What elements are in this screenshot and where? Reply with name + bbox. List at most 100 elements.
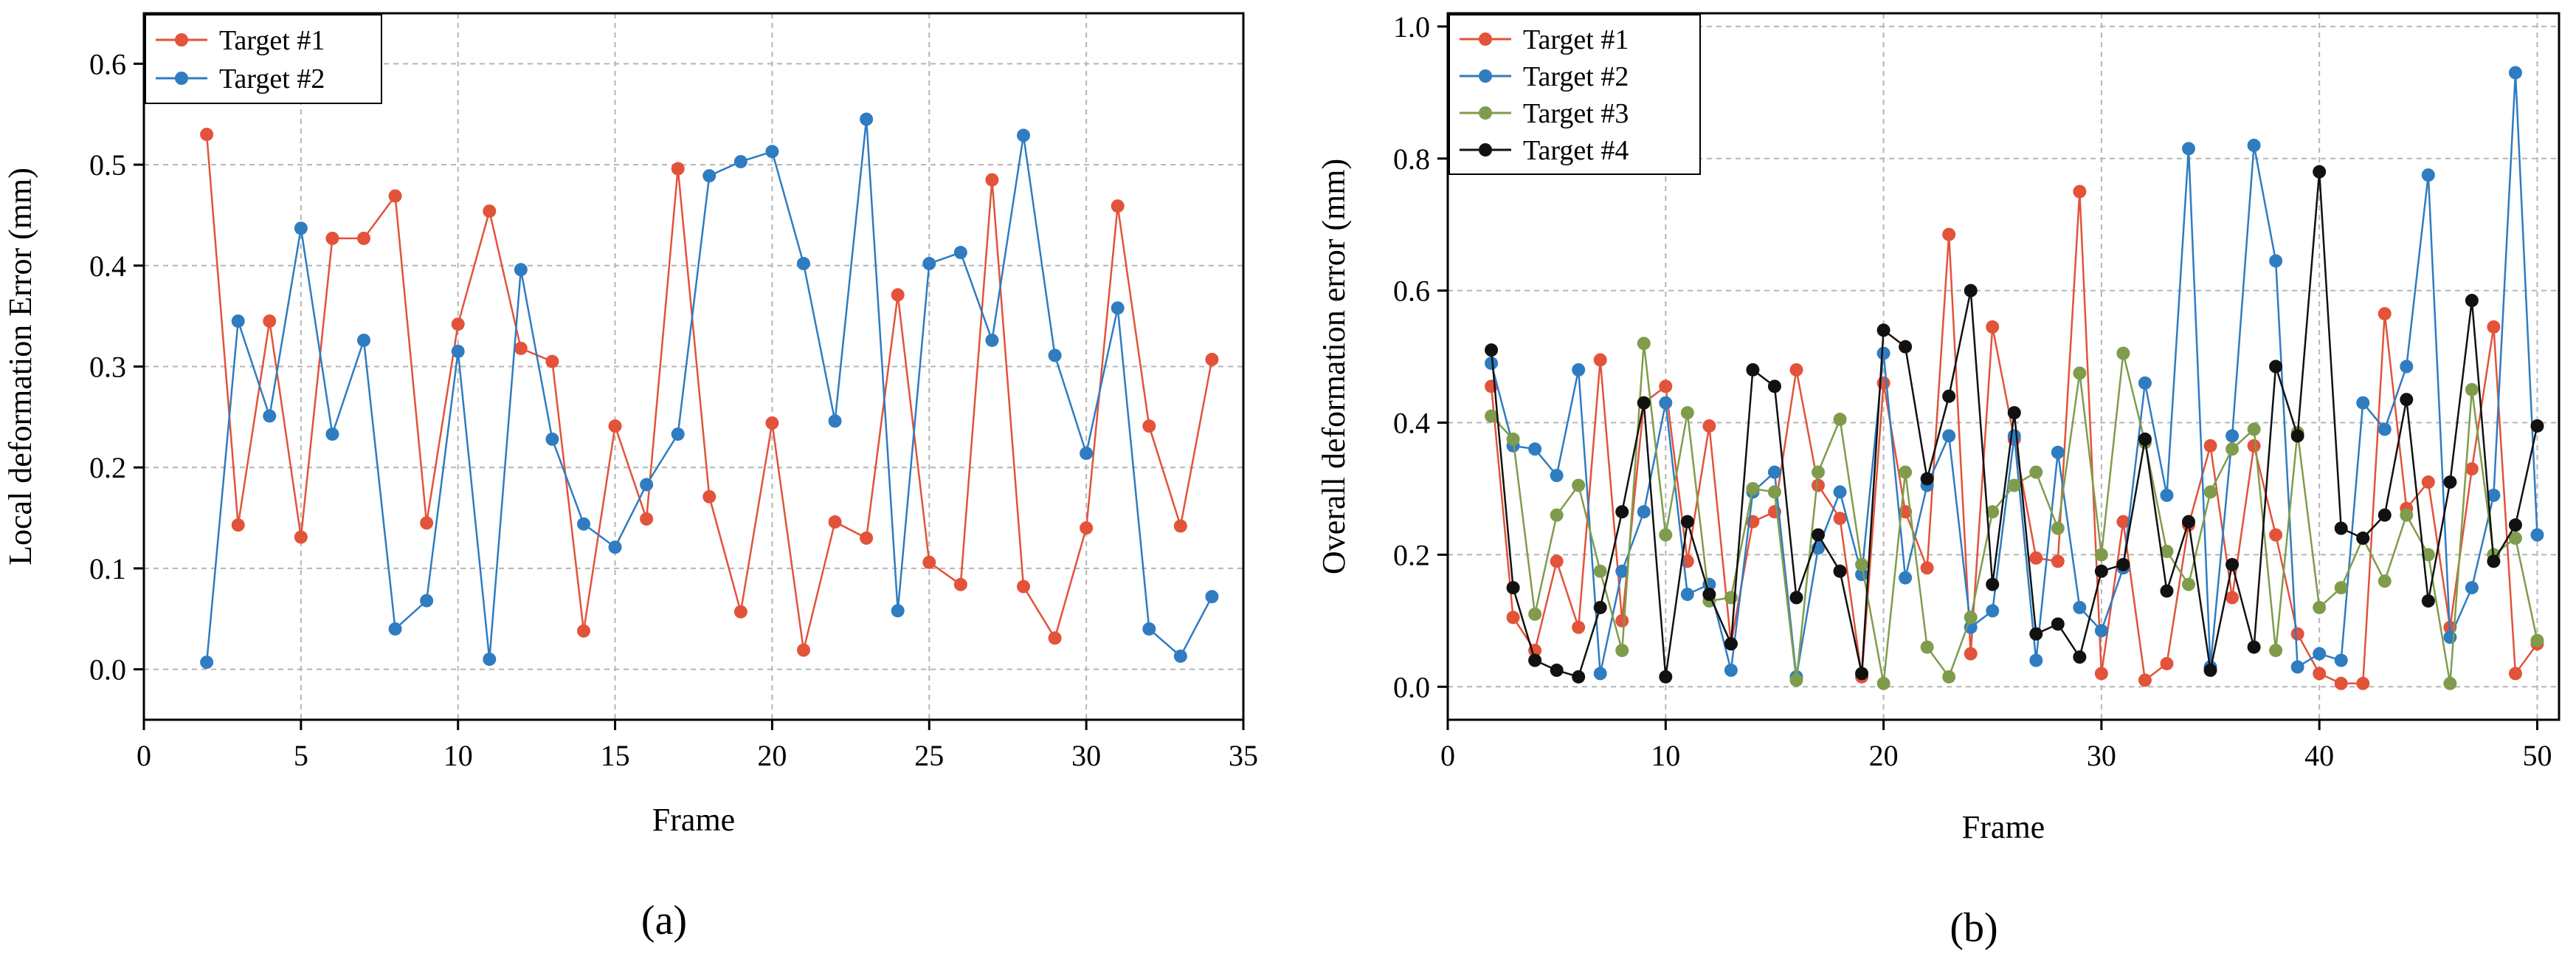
data-point-series-4 bbox=[2421, 594, 2435, 608]
data-point-series-4 bbox=[1855, 667, 1869, 681]
data-point-series-2 bbox=[922, 257, 936, 271]
data-point-series-1 bbox=[357, 231, 370, 245]
data-point-series-2 bbox=[577, 517, 590, 531]
data-point-series-4 bbox=[2356, 532, 2370, 546]
data-point-series-2 bbox=[1048, 348, 1062, 362]
data-point-series-2 bbox=[702, 169, 716, 183]
data-point-series-3 bbox=[1593, 564, 1607, 578]
data-point-series-3 bbox=[2400, 508, 2414, 522]
data-point-series-3 bbox=[1528, 607, 1542, 621]
data-point-series-1 bbox=[2356, 676, 2370, 690]
data-point-series-3 bbox=[1812, 465, 1825, 479]
data-point-series-1 bbox=[200, 128, 214, 142]
data-point-series-2 bbox=[1205, 590, 1219, 604]
data-point-series-3 bbox=[1855, 557, 1869, 571]
data-point-series-4 bbox=[1789, 591, 1803, 605]
data-point-series-2 bbox=[2290, 660, 2304, 674]
data-point-series-3 bbox=[1746, 481, 1760, 495]
chart-panel-a: 0 5 10 15 20 25 30 35 0.0 0.1 0.2 0.3 0.4 0.5 0.6 Frame… bbox=[2, 12, 1258, 943]
data-point-series-2 bbox=[1017, 128, 1030, 142]
data-point-series-2 bbox=[1833, 485, 1847, 499]
data-point-series-4 bbox=[2203, 663, 2217, 677]
data-point-series-2 bbox=[765, 145, 779, 159]
data-point-series-3 bbox=[1637, 337, 1651, 351]
data-point-series-3 bbox=[2051, 521, 2065, 535]
data-point-series-3 bbox=[2029, 465, 2043, 479]
data-point-series-3 bbox=[1767, 485, 1781, 499]
data-point-series-1 bbox=[1080, 521, 1094, 535]
data-point-series-1 bbox=[2073, 185, 2087, 199]
data-point-series-3 bbox=[1876, 676, 1890, 690]
data-point-series-2 bbox=[2508, 66, 2522, 80]
data-point-series-1 bbox=[953, 577, 967, 591]
data-point-series-4 bbox=[1506, 581, 1520, 595]
data-point-series-2 bbox=[451, 344, 465, 358]
y-tick-label: 0.4 bbox=[1393, 407, 1430, 440]
data-point-series-2 bbox=[1724, 663, 1738, 677]
data-point-series-4 bbox=[1615, 505, 1629, 519]
data-point-series-1 bbox=[388, 189, 402, 203]
data-point-series-3 bbox=[1485, 409, 1499, 423]
data-point-series-2 bbox=[420, 594, 434, 608]
data-point-series-1 bbox=[891, 288, 905, 302]
data-point-series-1 bbox=[1812, 478, 1825, 492]
data-point-series-1 bbox=[1017, 580, 1030, 594]
data-point-series-1 bbox=[1205, 352, 1219, 366]
data-point-series-1 bbox=[1550, 554, 1564, 568]
data-point-series-2 bbox=[891, 604, 905, 618]
data-point-series-1 bbox=[2094, 667, 2108, 681]
data-point-series-3 bbox=[2073, 366, 2087, 380]
legend-marker-1 bbox=[1479, 32, 1492, 46]
data-point-series-2 bbox=[2094, 624, 2108, 638]
data-point-series-1 bbox=[1964, 647, 1978, 661]
x-tick-label: 25 bbox=[914, 739, 944, 772]
data-point-series-1 bbox=[1506, 611, 1520, 625]
data-point-series-2 bbox=[985, 333, 999, 347]
data-point-series-1 bbox=[1876, 376, 1890, 390]
data-point-series-2 bbox=[1572, 362, 1586, 376]
legend-label-3: Target #3 bbox=[1523, 98, 1629, 129]
data-point-series-1 bbox=[1702, 419, 1716, 433]
data-point-series-2 bbox=[640, 478, 654, 492]
data-point-series-1 bbox=[577, 624, 590, 638]
data-point-series-2 bbox=[1942, 429, 1956, 443]
data-point-series-2 bbox=[2421, 168, 2435, 182]
x-tick-label: 40 bbox=[2304, 739, 2334, 772]
data-point-series-3 bbox=[1550, 508, 1564, 522]
data-point-series-3 bbox=[2182, 577, 2195, 591]
data-point-series-4 bbox=[2094, 564, 2108, 578]
legend-label-2: Target #2 bbox=[219, 63, 325, 94]
data-point-series-4 bbox=[2290, 429, 2304, 443]
data-point-series-2 bbox=[294, 221, 308, 235]
y-tick-label: 0.8 bbox=[1393, 142, 1430, 176]
data-point-series-4 bbox=[2073, 650, 2087, 664]
data-point-series-1 bbox=[2247, 439, 2261, 453]
data-point-series-2 bbox=[1111, 301, 1125, 315]
data-point-series-4 bbox=[1637, 396, 1651, 410]
data-point-series-3 bbox=[1572, 478, 1586, 492]
data-point-series-1 bbox=[1920, 561, 1934, 575]
data-point-series-1 bbox=[2029, 551, 2043, 565]
data-point-series-4 bbox=[2138, 432, 2152, 446]
x-tick-label: 5 bbox=[294, 739, 308, 772]
y-tick-label: 0.2 bbox=[1393, 538, 1430, 571]
x-tick-label: 10 bbox=[1651, 739, 1680, 772]
legend-marker-2 bbox=[175, 72, 188, 85]
data-point-series-2 bbox=[1550, 469, 1564, 483]
data-point-series-2 bbox=[2530, 528, 2544, 542]
data-point-series-1 bbox=[1986, 320, 2000, 334]
data-point-series-2 bbox=[231, 314, 245, 328]
data-point-series-1 bbox=[985, 173, 999, 187]
data-point-series-1 bbox=[1142, 419, 1156, 433]
legend-label-2: Target #2 bbox=[1523, 61, 1629, 92]
data-point-series-3 bbox=[2094, 548, 2108, 562]
data-point-series-1 bbox=[325, 231, 339, 245]
data-point-series-4 bbox=[2247, 640, 2261, 654]
data-point-series-2 bbox=[2073, 600, 2087, 614]
data-point-series-2 bbox=[2051, 445, 2065, 459]
data-point-series-1 bbox=[2487, 320, 2501, 334]
data-point-series-2 bbox=[733, 154, 747, 168]
data-point-series-2 bbox=[388, 622, 402, 636]
data-point-series-3 bbox=[2443, 676, 2457, 690]
data-point-series-2 bbox=[263, 409, 277, 423]
